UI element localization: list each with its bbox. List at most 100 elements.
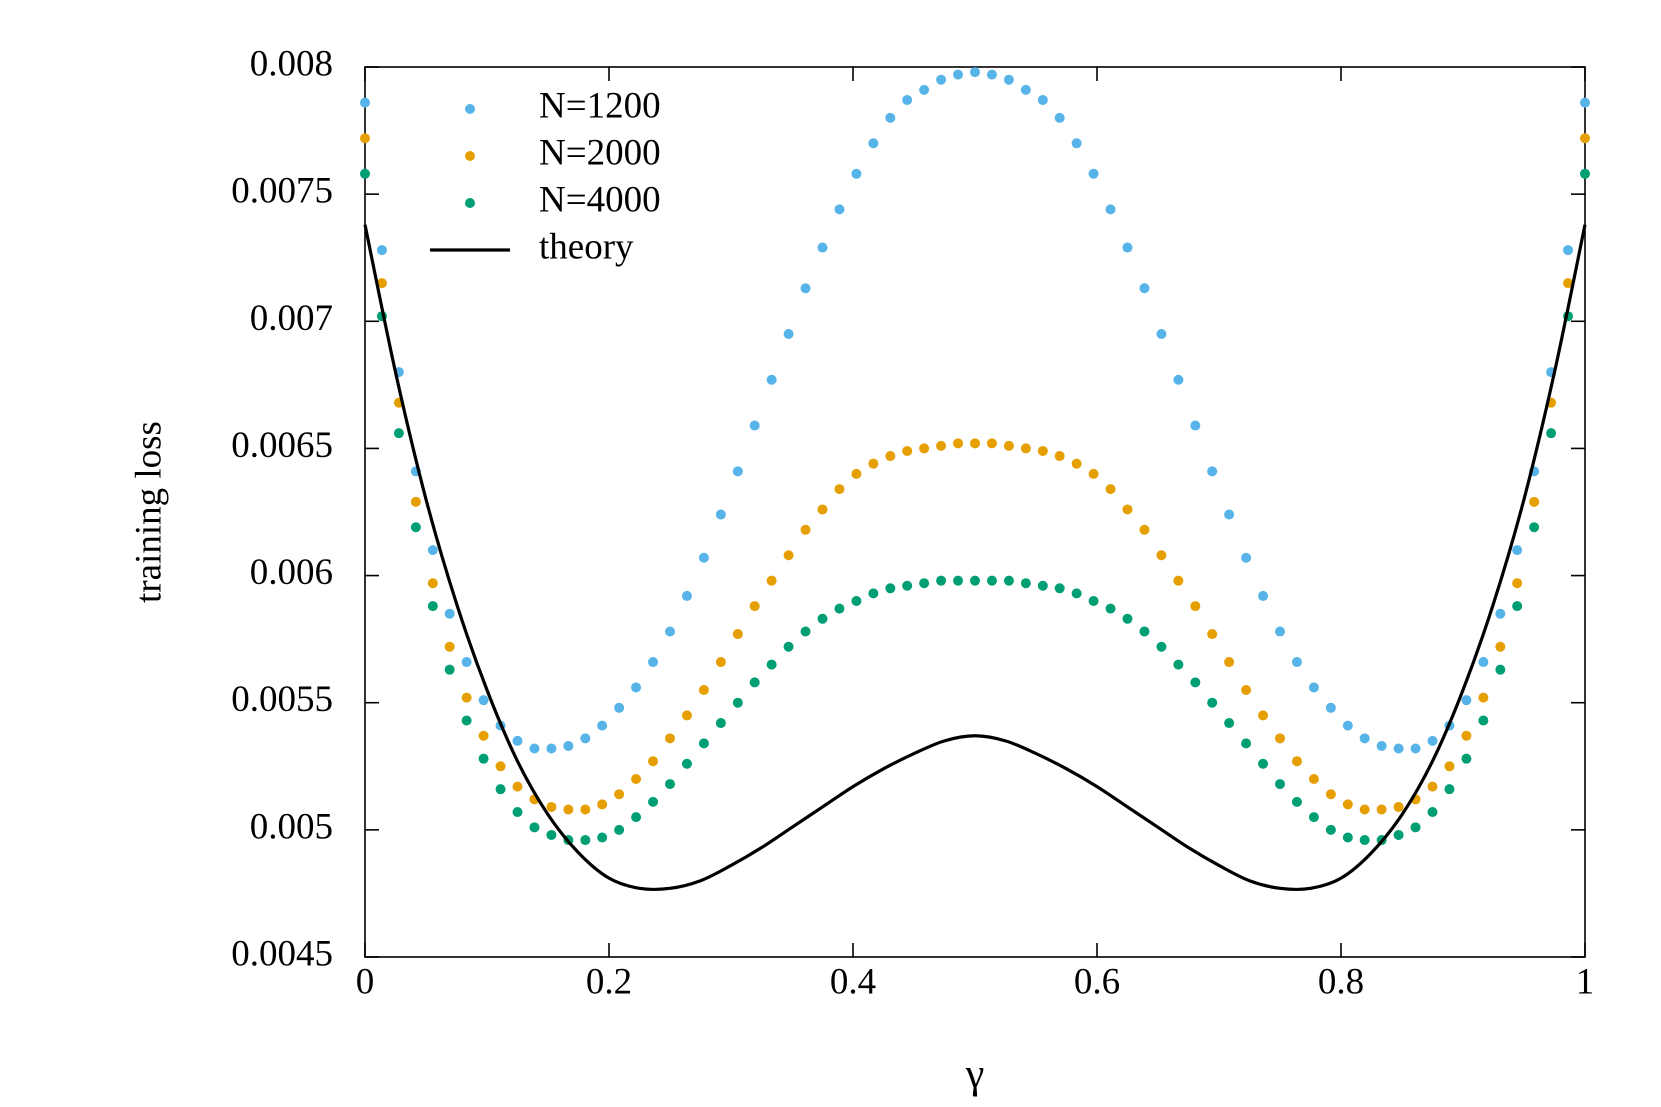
data-point bbox=[512, 807, 523, 818]
data-point bbox=[1461, 695, 1472, 706]
data-point bbox=[563, 740, 574, 751]
data-point bbox=[1444, 784, 1455, 795]
data-point bbox=[1241, 552, 1252, 563]
y-tick-label: 0.008 bbox=[250, 43, 333, 84]
data-point bbox=[580, 835, 591, 846]
data-point bbox=[648, 756, 659, 767]
legend-swatch bbox=[465, 151, 475, 161]
data-point bbox=[1207, 466, 1218, 477]
data-point bbox=[715, 657, 726, 668]
data-point bbox=[970, 575, 980, 586]
data-point bbox=[1291, 756, 1302, 767]
data-point bbox=[1342, 720, 1353, 731]
data-point bbox=[766, 374, 777, 385]
data-point bbox=[783, 329, 794, 339]
data-point bbox=[919, 578, 930, 589]
data-point bbox=[919, 443, 930, 454]
data-point bbox=[1478, 692, 1489, 703]
data-point bbox=[834, 603, 845, 614]
data-point bbox=[749, 601, 760, 612]
y-tick-label: 0.0065 bbox=[231, 425, 333, 466]
data-point bbox=[597, 832, 608, 843]
data-point bbox=[834, 484, 845, 495]
data-point bbox=[817, 613, 828, 624]
data-point bbox=[1207, 697, 1218, 708]
y-tick-label: 0.0055 bbox=[231, 679, 333, 720]
data-point bbox=[1139, 626, 1150, 637]
data-point bbox=[936, 440, 947, 451]
data-point bbox=[1461, 730, 1472, 741]
data-point bbox=[1580, 133, 1590, 144]
data-point bbox=[1020, 443, 1031, 454]
data-point bbox=[1190, 420, 1201, 431]
data-point bbox=[1325, 702, 1336, 713]
x-tick-label: 0.6 bbox=[1074, 961, 1120, 1002]
data-point bbox=[1003, 440, 1014, 451]
data-point bbox=[478, 730, 489, 741]
x-tick-label: 0 bbox=[356, 961, 375, 1002]
data-point bbox=[800, 626, 811, 637]
data-point bbox=[698, 738, 709, 749]
data-point bbox=[1308, 812, 1319, 823]
data-point bbox=[597, 799, 608, 810]
data-point bbox=[732, 697, 743, 708]
data-point bbox=[902, 445, 913, 456]
data-point bbox=[1190, 601, 1201, 612]
y-axis-label: training loss bbox=[128, 421, 169, 603]
y-tick-label: 0.0045 bbox=[231, 933, 333, 974]
data-point bbox=[953, 575, 964, 586]
data-point bbox=[665, 626, 675, 637]
data-point bbox=[1342, 799, 1353, 810]
data-point bbox=[1512, 545, 1523, 556]
data-point bbox=[1359, 804, 1370, 815]
data-point bbox=[1342, 832, 1353, 843]
data-point bbox=[478, 695, 489, 706]
data-point bbox=[648, 657, 659, 668]
data-point bbox=[360, 133, 370, 144]
data-point bbox=[681, 590, 692, 601]
x-tick-label: 0.8 bbox=[1318, 961, 1364, 1002]
data-point bbox=[529, 743, 540, 754]
data-point bbox=[427, 545, 438, 556]
data-point bbox=[1393, 801, 1404, 812]
data-point bbox=[1275, 733, 1285, 744]
data-point bbox=[1359, 835, 1370, 846]
data-point bbox=[681, 758, 692, 769]
data-point bbox=[376, 278, 387, 289]
data-point bbox=[1478, 715, 1489, 726]
data-point bbox=[1122, 504, 1133, 515]
data-point bbox=[1105, 603, 1116, 614]
data-point bbox=[1037, 95, 1048, 106]
theory-line bbox=[363, 224, 1587, 892]
data-point bbox=[1173, 374, 1184, 385]
data-point bbox=[1410, 822, 1421, 833]
data-point bbox=[1071, 458, 1082, 469]
data-point bbox=[800, 283, 811, 294]
data-point bbox=[1258, 758, 1269, 769]
data-point bbox=[834, 204, 845, 215]
data-point bbox=[360, 168, 370, 179]
data-point bbox=[1393, 829, 1404, 840]
legend-swatch bbox=[465, 104, 475, 114]
data-point bbox=[817, 504, 828, 515]
data-point bbox=[902, 580, 913, 591]
data-point bbox=[597, 720, 608, 731]
data-point bbox=[461, 692, 472, 703]
data-point bbox=[410, 496, 421, 507]
data-point bbox=[546, 743, 557, 754]
data-point bbox=[1190, 677, 1201, 688]
data-point bbox=[410, 522, 421, 533]
data-point bbox=[1054, 583, 1065, 594]
data-point bbox=[817, 242, 828, 253]
data-point bbox=[1241, 738, 1252, 749]
data-point bbox=[851, 596, 862, 606]
data-point bbox=[868, 458, 879, 469]
plot-frame bbox=[364, 66, 1586, 958]
data-point bbox=[580, 733, 591, 744]
x-tick-label: 0.2 bbox=[586, 961, 632, 1002]
data-point bbox=[732, 466, 743, 477]
data-point bbox=[1393, 743, 1404, 754]
data-point bbox=[1495, 608, 1506, 619]
data-point bbox=[1258, 590, 1269, 601]
data-point bbox=[851, 468, 862, 479]
